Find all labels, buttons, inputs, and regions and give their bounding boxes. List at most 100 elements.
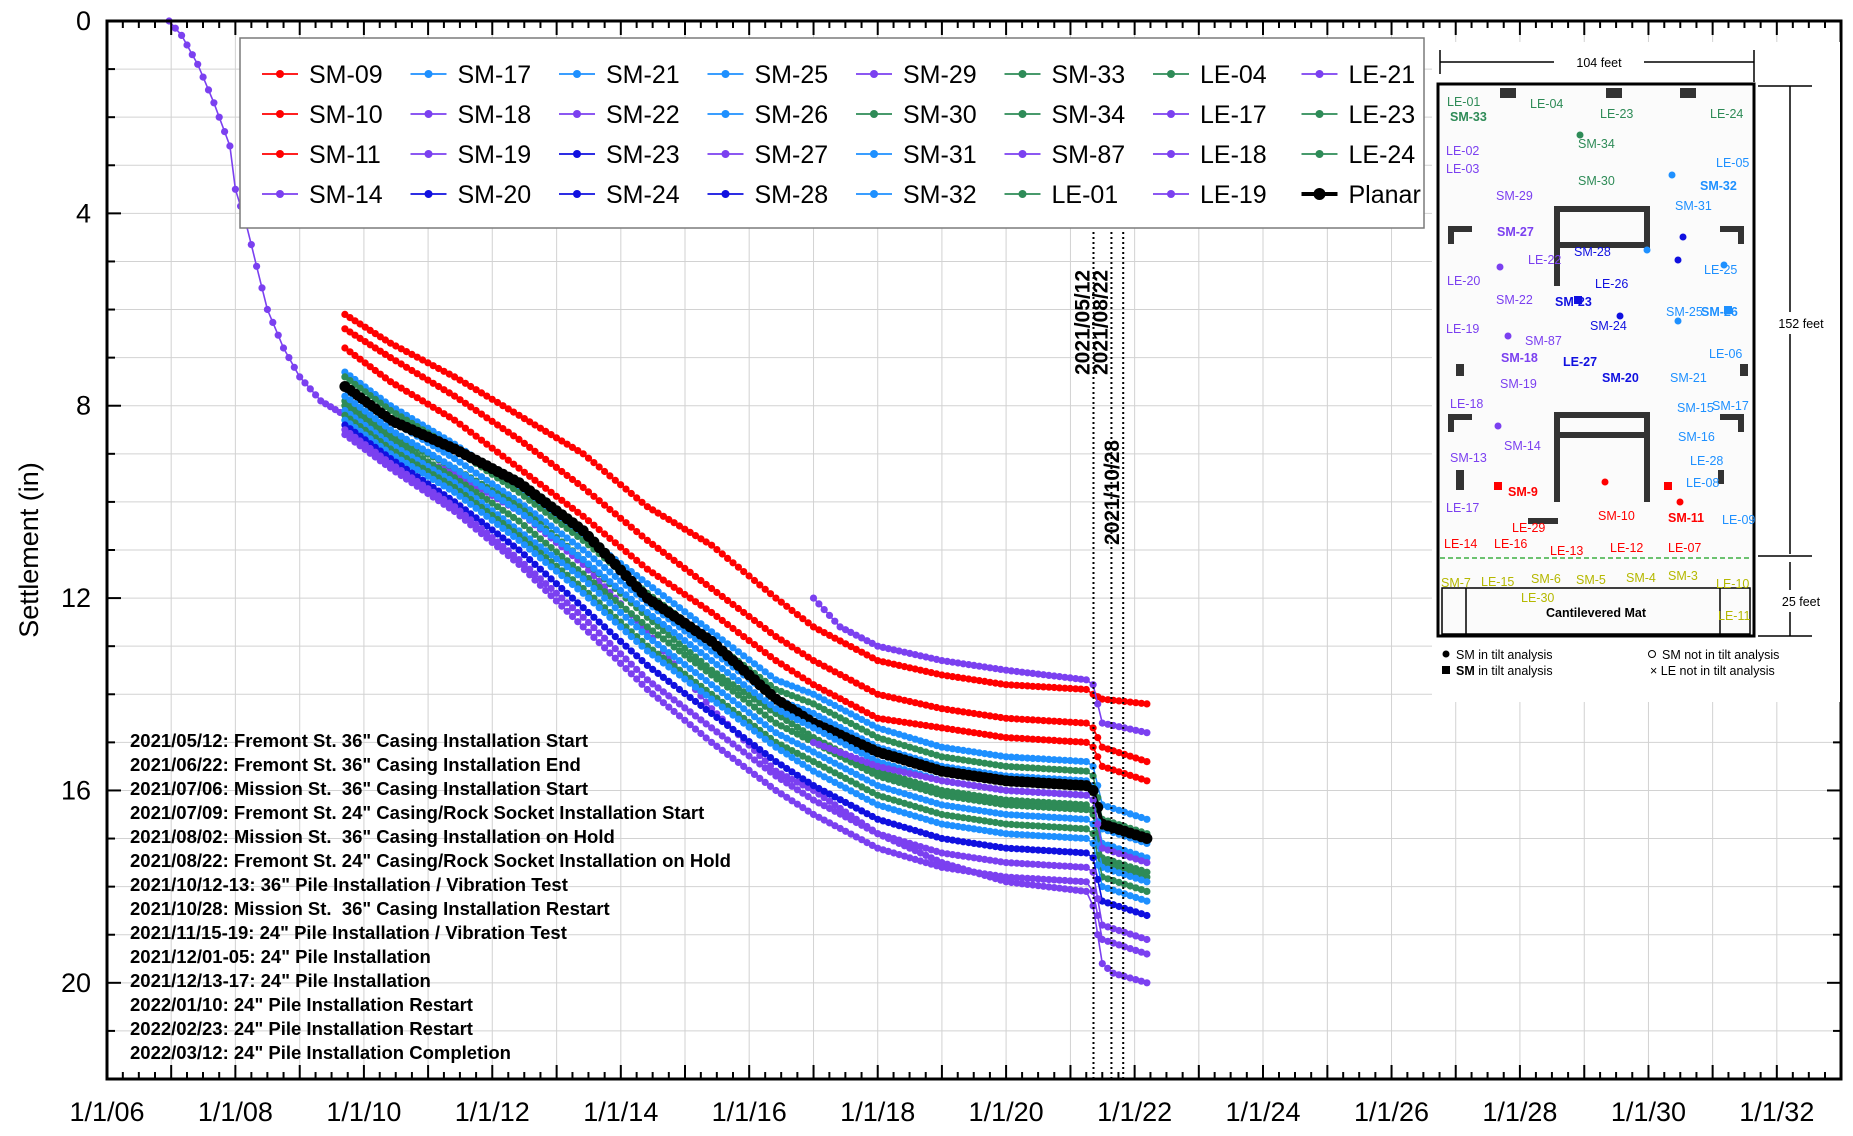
data-point [461, 516, 469, 524]
data-point [991, 857, 1000, 865]
data-point [804, 653, 812, 661]
data-point [943, 864, 951, 872]
data-point [954, 794, 962, 802]
data-point [745, 766, 753, 775]
data-point [654, 669, 662, 678]
series-le-04 [341, 411, 1151, 896]
data-point [970, 806, 978, 814]
map-sensor-label: SM-15 [1677, 401, 1714, 415]
data-point [986, 798, 994, 807]
data-point [515, 517, 523, 525]
data-point [386, 339, 395, 347]
data-point [429, 475, 437, 484]
data-point [488, 538, 496, 547]
data-point [386, 354, 395, 362]
data-point [970, 815, 978, 823]
data-point [547, 459, 555, 467]
data-point [831, 735, 839, 743]
data-point [547, 592, 555, 600]
data-point [681, 608, 689, 616]
data-point [1013, 811, 1021, 819]
data-point [1143, 700, 1151, 708]
data-point [1023, 682, 1032, 690]
data-point [1050, 847, 1058, 855]
data-point [1132, 874, 1140, 882]
data-point [472, 479, 480, 487]
data-point [440, 367, 448, 375]
series-sm-27 [809, 738, 1151, 867]
data-point [756, 717, 764, 725]
data-point [943, 835, 951, 843]
data-point [1072, 757, 1080, 765]
y-tick-label: 8 [76, 391, 91, 421]
data-point [504, 500, 512, 508]
data-point [1039, 736, 1048, 744]
data-point [1061, 756, 1069, 764]
data-point [1034, 812, 1042, 821]
data-point [815, 727, 823, 735]
map-sensor-label: SM-4 [1626, 571, 1656, 585]
data-point [868, 721, 877, 729]
data-point [804, 793, 812, 801]
data-point [981, 817, 989, 825]
map-sensor-label: SM-9 [1508, 485, 1538, 499]
data-point [633, 623, 641, 631]
data-point [483, 512, 491, 520]
data-point [959, 852, 967, 860]
data-point [1039, 765, 1048, 773]
data-point [842, 827, 850, 835]
data-point [1039, 832, 1048, 840]
data-point [1072, 834, 1080, 842]
legend-entry-sm-26: SM-26 [707, 101, 828, 129]
map-key-2: SM not in tilt analysis [1662, 648, 1779, 662]
data-point [772, 657, 780, 665]
svg-text:SM-34: SM-34 [1052, 101, 1126, 129]
svg-text:SM-24: SM-24 [606, 181, 680, 209]
data-point [526, 556, 534, 564]
data-point [376, 370, 384, 378]
data-point [659, 627, 668, 635]
data-point [724, 620, 732, 629]
data-point [381, 374, 389, 382]
data-point [783, 773, 791, 781]
data-point [1104, 884, 1112, 893]
data-point [1023, 669, 1032, 677]
data-point [777, 687, 785, 696]
data-point [547, 532, 555, 540]
data-point [708, 724, 716, 732]
data-point [943, 705, 951, 714]
data-point [312, 391, 320, 399]
data-point [756, 693, 764, 701]
data-point [1066, 814, 1074, 822]
data-point [1029, 735, 1037, 743]
data-point [718, 732, 726, 740]
data-point [675, 560, 684, 569]
data-point [1077, 815, 1085, 823]
data-point [675, 671, 684, 679]
data-point [429, 451, 437, 459]
data-point [1137, 886, 1145, 894]
data-point [1109, 939, 1117, 947]
data-point [451, 416, 459, 424]
data-point [1115, 850, 1123, 858]
data-point [1045, 883, 1053, 891]
data-point [729, 673, 737, 681]
legend-entry-sm-28: SM-28 [707, 181, 828, 209]
data-point [590, 555, 598, 563]
data-point [740, 695, 748, 703]
data-point [1007, 878, 1016, 887]
data-point [847, 777, 855, 785]
data-point [986, 827, 994, 835]
data-point [842, 640, 850, 648]
data-point [1061, 684, 1069, 692]
data-point [916, 843, 925, 851]
map-sensor-label: LE-12 [1610, 541, 1643, 555]
data-point [793, 694, 802, 702]
data-point [959, 746, 967, 755]
data-point [520, 522, 529, 530]
data-point [1034, 860, 1042, 869]
data-point [756, 746, 764, 754]
data-point [766, 629, 775, 637]
data-point [408, 463, 416, 471]
data-point [863, 776, 871, 784]
